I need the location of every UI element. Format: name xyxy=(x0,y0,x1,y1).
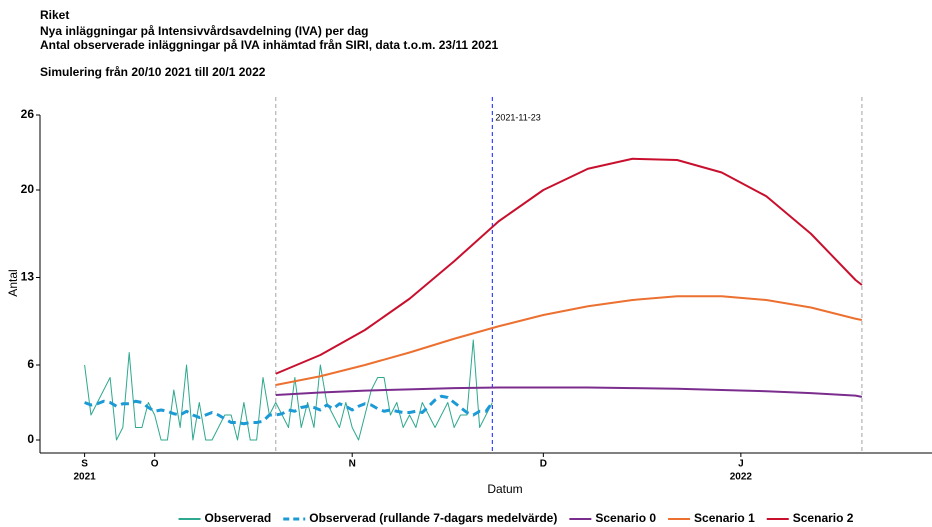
y-tick-label: 20 xyxy=(21,182,35,196)
x-tick-label: N xyxy=(349,459,356,470)
legend-label: Observerad xyxy=(205,511,272,525)
chart-title: Riket xyxy=(40,8,69,22)
x-tick-year: 2021 xyxy=(73,472,96,483)
x-axis-label: Datum xyxy=(487,482,522,496)
y-tick-label: 0 xyxy=(27,432,34,446)
legend-label: Scenario 1 xyxy=(694,511,755,525)
x-tick-label: J xyxy=(738,459,744,470)
series-line xyxy=(84,394,494,426)
y-axis-label: Antal xyxy=(6,269,20,296)
x-tick-year: 2022 xyxy=(730,472,753,483)
series-line xyxy=(275,386,863,398)
series-line xyxy=(275,157,863,375)
y-tick-label: 6 xyxy=(27,357,34,371)
reference-label: 2021-11-23 xyxy=(495,112,540,122)
series-line xyxy=(275,295,863,386)
legend-label: Scenario 0 xyxy=(595,511,656,525)
legend: Observerad Observerad (rullande 7-dagars … xyxy=(178,511,854,525)
chart-subtitle: Antal observerade inläggningar på IVA in… xyxy=(40,38,498,52)
legend-label: Scenario 2 xyxy=(793,511,854,525)
y-tick-label: 26 xyxy=(21,107,35,121)
x-tick-label: O xyxy=(151,459,159,470)
y-tick-label: 13 xyxy=(21,270,35,284)
legend-label: Observerad (rullande 7-dagars medelvärde… xyxy=(309,511,557,525)
x-tick-label: S xyxy=(81,459,88,470)
chart-subtitle: Nya inläggningar på Intensivvårdsavdelni… xyxy=(40,24,369,38)
series-line xyxy=(84,339,493,441)
chart-caption: Simulering från 20/10 2021 till 20/1 202… xyxy=(40,65,266,79)
x-tick-label: D xyxy=(540,459,547,470)
